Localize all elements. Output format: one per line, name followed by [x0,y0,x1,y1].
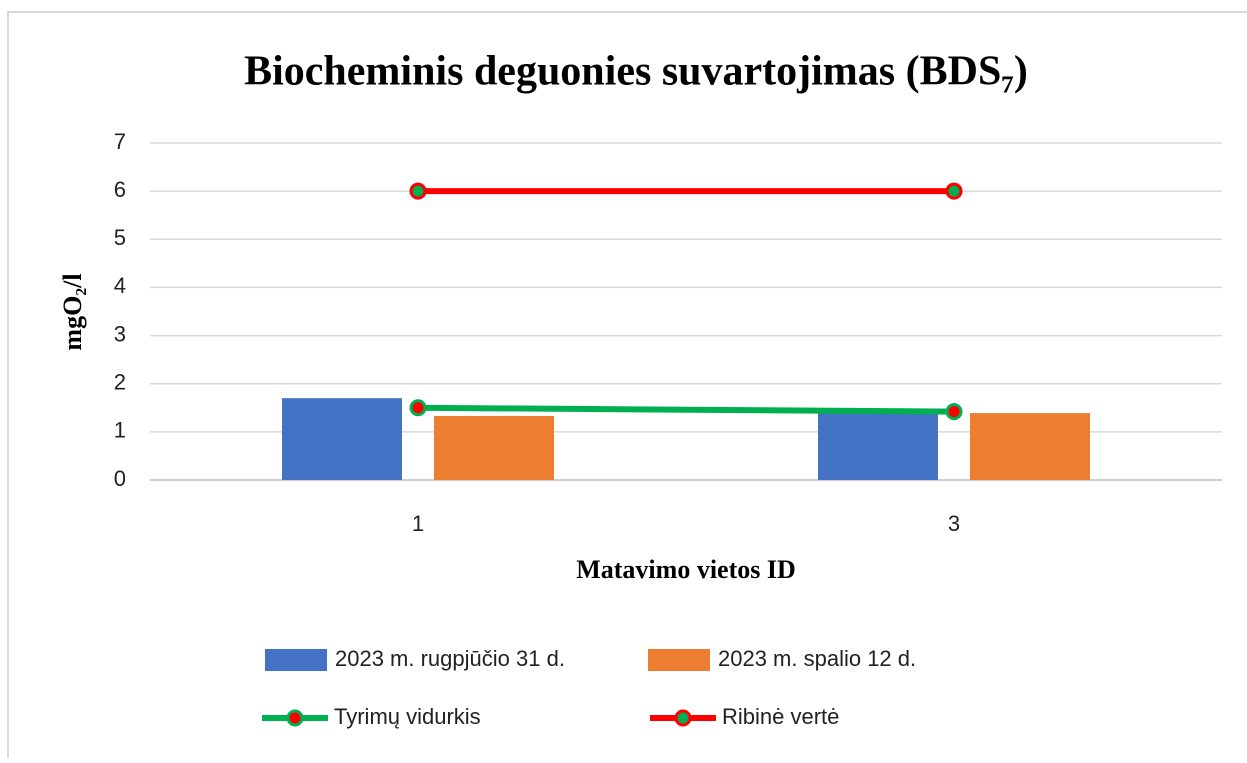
bar [282,398,402,480]
legend-label: 2023 m. rugpjūčio 31 d. [335,646,565,671]
y-tick-label: 4 [114,273,126,298]
line-marker [945,403,963,421]
y-tick-label: 1 [114,418,126,443]
y-tick-label: 6 [114,177,126,202]
line-marker [945,182,963,200]
chart-title: Biocheminis deguonies suvartojimas (BDS₇… [244,49,1028,95]
line-marker [409,399,427,417]
line [417,404,955,415]
y-tick-label: 5 [114,225,126,250]
y-tick-label: 2 [114,370,126,395]
legend-marker [286,709,304,727]
legend-label: 2023 m. spalio 12 d. [718,646,916,671]
legend-swatch [265,649,327,671]
bar [434,415,554,480]
bar [818,410,938,480]
legend-label: Tyrimų vidurkis [334,704,481,729]
y-tick-label: 0 [114,466,126,491]
bar [970,413,1090,480]
chart-frame [7,11,1247,763]
legend-marker [674,709,692,727]
legend-swatch [648,649,710,671]
y-tick-label: 7 [114,129,126,154]
y-axis-label: mgO₂/l [58,273,87,350]
legend-label: Ribinė vertė [722,704,839,729]
x-tick-label: 3 [948,511,960,536]
y-tick-label: 3 [114,321,126,346]
line-marker [409,182,427,200]
x-tick-label: 1 [412,511,424,536]
x-axis-label: Matavimo vietos ID [576,555,796,584]
